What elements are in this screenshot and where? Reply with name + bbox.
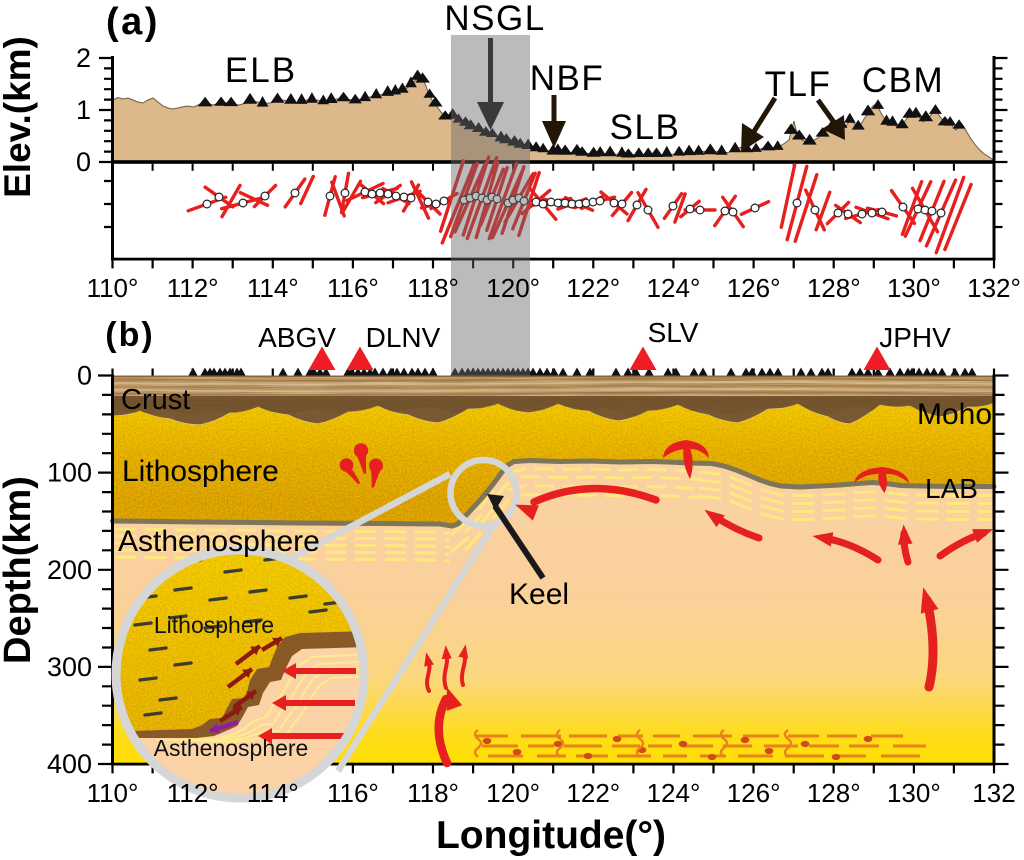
svg-text:116°: 116° — [327, 273, 379, 303]
svg-text:1: 1 — [76, 95, 91, 125]
svg-text:110°: 110° — [87, 778, 139, 808]
svg-text:TLF: TLF — [765, 65, 832, 104]
svg-text:122°: 122° — [566, 778, 620, 808]
svg-text:112°: 112° — [167, 778, 219, 808]
svg-text:LAB: LAB — [925, 473, 978, 504]
svg-text:Lithosphere: Lithosphere — [122, 455, 279, 488]
svg-text:Asthenosphere: Asthenosphere — [118, 525, 320, 558]
svg-text:126°: 126° — [727, 778, 781, 808]
svg-text:124°: 124° — [647, 273, 701, 303]
svg-text:(a): (a) — [106, 1, 160, 43]
svg-text:CBM: CBM — [862, 61, 944, 100]
svg-text:114°: 114° — [247, 778, 299, 808]
svg-text:SLB: SLB — [610, 108, 681, 147]
svg-text:118°: 118° — [407, 778, 459, 808]
svg-text:Elev.(km): Elev.(km) — [0, 36, 38, 198]
svg-text:110°: 110° — [87, 273, 139, 303]
svg-text:400: 400 — [47, 749, 92, 779]
svg-text:Keel: Keel — [509, 578, 569, 611]
svg-text:100: 100 — [47, 458, 92, 488]
svg-text:Asthenosphere: Asthenosphere — [154, 735, 309, 761]
svg-text:118°: 118° — [407, 273, 459, 303]
svg-text:ELB: ELB — [225, 51, 297, 90]
svg-text:Longitude(°): Longitude(°) — [436, 814, 666, 857]
svg-text:Depth(km): Depth(km) — [0, 476, 39, 664]
svg-text:200: 200 — [47, 555, 92, 585]
svg-text:126°: 126° — [727, 273, 781, 303]
svg-text:NSGL: NSGL — [444, 0, 545, 38]
svg-text:130°: 130° — [887, 273, 941, 303]
svg-text:Crust: Crust — [121, 384, 190, 416]
svg-text:DLNV: DLNV — [366, 322, 441, 353]
svg-text:120°: 120° — [486, 273, 540, 303]
svg-text:300: 300 — [47, 652, 92, 682]
svg-text:132: 132 — [972, 778, 1015, 808]
svg-text:0: 0 — [77, 361, 92, 391]
svg-text:122°: 122° — [566, 273, 620, 303]
svg-text:Moho: Moho — [917, 398, 992, 431]
svg-text:114°: 114° — [247, 273, 299, 303]
svg-text:(b): (b) — [105, 316, 154, 354]
svg-text:130°: 130° — [887, 778, 941, 808]
svg-text:116°: 116° — [327, 778, 379, 808]
svg-text:132°: 132° — [967, 273, 1021, 303]
svg-text:ABGV: ABGV — [258, 322, 336, 353]
svg-text:112°: 112° — [167, 273, 219, 303]
svg-text:2: 2 — [76, 43, 91, 73]
svg-text:JPHV: JPHV — [879, 322, 951, 353]
svg-text:Lithosphere: Lithosphere — [154, 612, 274, 638]
svg-text:NBF: NBF — [530, 59, 605, 98]
svg-text:SLV: SLV — [648, 317, 699, 348]
svg-text:120°: 120° — [486, 778, 540, 808]
svg-text:0: 0 — [76, 147, 91, 177]
svg-text:124°: 124° — [647, 778, 701, 808]
svg-text:128°: 128° — [807, 778, 861, 808]
svg-text:128°: 128° — [807, 273, 861, 303]
